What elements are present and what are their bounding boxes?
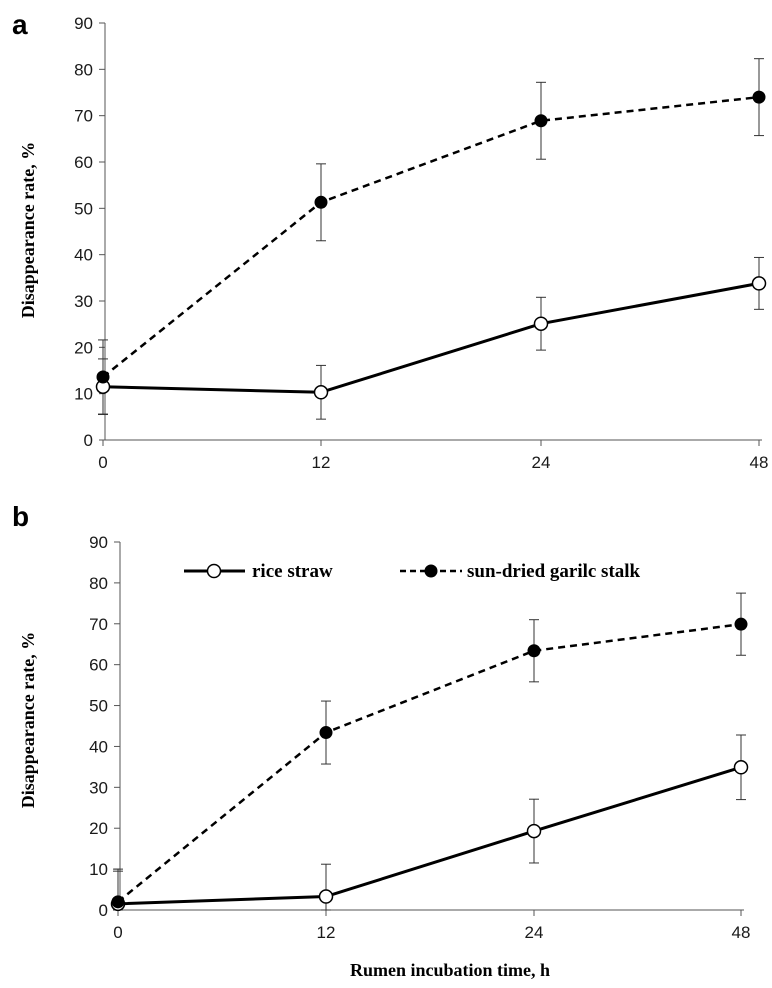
panel-b-rice-straw-line [117, 765, 742, 906]
panel-b-garlic-stalk-point [734, 617, 748, 631]
panel-a-x-tick-label: 24 [532, 453, 551, 472]
panel-a-garlic-stalk-point [96, 370, 110, 384]
panel-b-letter: b [12, 501, 29, 532]
panel-a-axes: 0 10 20 30 40 50 60 70 80 90 0 12 24 48 [74, 14, 768, 472]
panel-a-y-tick-label: 50 [74, 199, 93, 218]
legend-garlic-stalk-label: sun-dried garilc stalk [467, 561, 641, 582]
panel-b-y-tick-label: 50 [89, 697, 108, 716]
panel-a-y-tick-label: 0 [84, 431, 93, 450]
legend-garlic-stalk-marker [424, 564, 438, 578]
panel-b-axes: 0 10 20 30 40 50 60 70 80 90 0 12 24 48 [89, 533, 750, 942]
legend-rice-straw-label: rice straw [252, 561, 333, 582]
panel-a-series [95, 58, 767, 420]
panel-a-y-tick-label: 80 [74, 60, 93, 79]
panel-b-y-tick-label: 90 [89, 533, 108, 552]
panel-a-rice-straw-point [751, 276, 767, 291]
panel-a-garlic-stalk-point [752, 90, 766, 104]
panel-a-x-tick-label: 12 [312, 453, 331, 472]
panel-a-garlic-stalk-point [314, 195, 328, 209]
legend: rice straw sun-dried garilc stalk [184, 561, 641, 582]
legend-rice-straw-marker [206, 563, 222, 579]
panel-b-series [110, 592, 749, 912]
panel-b-y-tick-label: 70 [89, 615, 108, 634]
panel-a-chart: a Disappearance rate, % 0 10 20 30 40 50 60 70 8… [12, 9, 768, 472]
panel-a-y-tick-label: 20 [74, 338, 93, 357]
panel-a-x-tick-label: 0 [98, 453, 107, 472]
panel-b-y-tick-label: 20 [89, 819, 108, 838]
panel-b-y-tick-label: 10 [89, 860, 108, 879]
panel-b-rice-straw-point [733, 760, 749, 775]
panel-b-x-tick-label: 0 [113, 923, 122, 942]
panel-b-garlic-stalk-point [527, 644, 541, 658]
panel-a-rice-straw-point [313, 385, 329, 400]
panel-b-x-tick-label: 12 [317, 923, 336, 942]
panel-b-garlic-stalk-point [319, 726, 333, 740]
panel-b-rice-straw-point [526, 823, 542, 839]
panel-b-y-tick-label: 0 [99, 901, 108, 920]
panel-a-garlic-stalk-line [102, 95, 760, 378]
panel-b-y-axis-title: Disappearance rate, % [18, 632, 38, 808]
panel-b-y-tick-label: 60 [89, 656, 108, 675]
panel-b-x-tick-label: 48 [732, 923, 751, 942]
panel-a-y-tick-label: 30 [74, 292, 93, 311]
panel-a-y-tick-label: 60 [74, 153, 93, 172]
panel-a-garlic-stalk-point [534, 114, 548, 128]
x-axis-title: Rumen incubation time, h [350, 960, 550, 980]
panel-b-chart: b Disappearance rate, % 0 10 20 30 40 50 60 70 8… [12, 501, 750, 942]
panel-a-x-tick-label: 48 [750, 453, 769, 472]
panel-a-y-tick-label: 70 [74, 107, 93, 126]
panel-b-y-tick-label: 40 [89, 737, 108, 756]
panel-a-rice-straw-point [533, 316, 549, 331]
panel-b-y-tick-label: 80 [89, 574, 108, 593]
panel-b-garlic-stalk-point [111, 895, 125, 909]
panel-b-rice-straw-point [318, 889, 334, 904]
panel-a-y-tick-label: 10 [74, 385, 93, 404]
panel-b-x-tick-label: 24 [525, 923, 544, 942]
panel-a-letter: a [12, 9, 28, 40]
panel-a-rice-straw-line [102, 281, 760, 394]
panel-b-garlic-stalk-line [117, 622, 742, 903]
panel-a-y-axis-title: Disappearance rate, % [18, 142, 38, 318]
panel-b-y-tick-label: 30 [89, 778, 108, 797]
panel-a-y-tick-label: 90 [74, 14, 93, 33]
panel-a-y-tick-label: 40 [74, 246, 93, 265]
